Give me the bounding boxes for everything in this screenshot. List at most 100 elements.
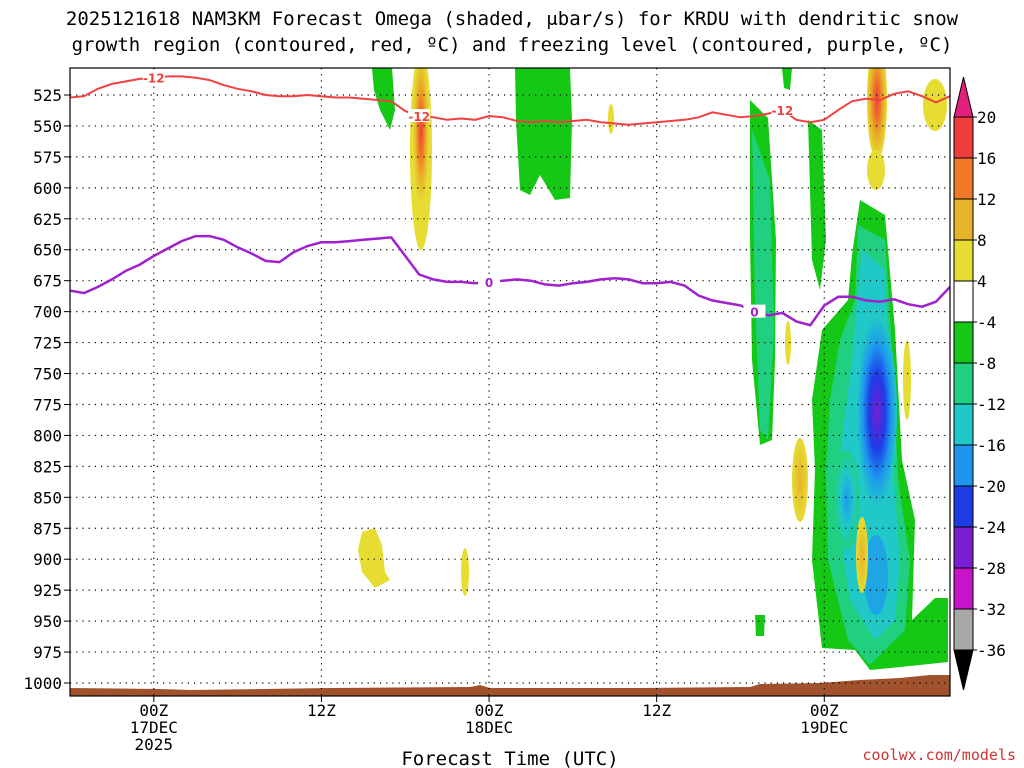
colorbar-segment <box>953 485 974 528</box>
x-axis-label: Forecast Time (UTC) <box>401 748 618 768</box>
x-tick-label: 2025 <box>135 735 174 754</box>
colorbar-segment <box>953 362 974 405</box>
colorbar-segment <box>953 608 974 651</box>
omega-region-green-d <box>782 68 792 90</box>
colorbar-label: -24 <box>977 518 1006 537</box>
y-tick-label: 850 <box>33 488 62 507</box>
y-tick-label: 750 <box>33 365 62 384</box>
colorbar-segment <box>953 239 974 282</box>
colorbar-label: 8 <box>977 231 987 250</box>
omega-warm-g <box>785 321 791 365</box>
x-tick-label: 17DEC <box>130 718 178 737</box>
y-tick-label: 600 <box>33 179 62 198</box>
dgz-contour-label-bg <box>408 109 431 123</box>
terrain <box>70 675 950 696</box>
x-tick-label: 19DEC <box>800 718 848 737</box>
fzl-contour-label-bg <box>478 274 501 288</box>
omega-core-south <box>864 535 888 615</box>
omega-region-green-e <box>808 120 826 290</box>
colorbar-segment <box>953 444 974 487</box>
y-tick-label: 725 <box>33 334 62 353</box>
y-tick-label: 700 <box>33 303 62 322</box>
y-tick-label: 900 <box>33 550 62 569</box>
y-tick-label: 975 <box>33 643 62 662</box>
omega-warm-i <box>856 517 868 593</box>
colorbar-label: -28 <box>977 559 1006 578</box>
colorbar-label: 4 <box>977 272 987 291</box>
omega-core-main <box>857 317 897 507</box>
colorbar-label: -16 <box>977 436 1006 455</box>
colorbar-label: -36 <box>977 641 1006 660</box>
colorbar-segment <box>953 157 974 200</box>
colorbar-label: -4 <box>977 313 996 332</box>
x-tick-label: 00Z <box>810 701 839 720</box>
colorbar-segment <box>953 526 974 569</box>
omega-warm-f <box>792 438 808 522</box>
omega-hot-a-core <box>413 68 429 205</box>
colorbar-segment <box>953 198 974 241</box>
dgz-contour-label-bg <box>142 70 165 84</box>
fzl-contour-label-bg <box>743 304 766 318</box>
y-tick-label: 575 <box>33 148 62 167</box>
omega-region-green-b <box>372 68 395 130</box>
dgz-contour-label: -12 <box>408 110 430 124</box>
colorbar: 20 16 12 8 4 -4 -8 -12 -16 -20 -24 -28 -32 -36 <box>953 76 1006 691</box>
y-tick-label: 950 <box>33 612 62 631</box>
omega-hot-b <box>867 68 887 160</box>
y-tick-label: 525 <box>33 86 62 105</box>
y-tick-label: 550 <box>33 117 62 136</box>
dgz-contour-label-bg <box>771 102 794 116</box>
y-tick-label: 825 <box>33 457 62 476</box>
x-tick-label: 00Z <box>475 701 504 720</box>
fzl-contour-label: 0 <box>485 276 493 290</box>
colorbar-label: 12 <box>977 190 996 209</box>
colorbar-top-arrow <box>953 76 974 118</box>
colorbar-segment <box>953 116 974 159</box>
y-tick-label: 925 <box>33 581 62 600</box>
dgz-contour-label: -12 <box>143 72 165 86</box>
colorbar-label: -32 <box>977 600 1006 619</box>
colorbar-label: 20 <box>977 108 996 127</box>
y-axis: 525 550 575 600 625 650 675 700 725 750 775 800 825 8… <box>23 86 70 693</box>
omega-warm-e <box>867 150 885 190</box>
plot-border <box>69 67 951 697</box>
y-tick-label: 625 <box>33 210 62 229</box>
dgz-contour-label: -12 <box>772 104 794 118</box>
fzl-contour-label: 0 <box>750 306 758 320</box>
colorbar-segment <box>953 567 974 610</box>
y-tick-label: 650 <box>33 241 62 260</box>
chart-title-line1: 2025121618 NAM3KM Forecast Omega (shaded… <box>66 8 959 30</box>
omega-region-teal-a <box>752 130 774 440</box>
omega-core-west <box>835 450 859 550</box>
omega-region-green-a <box>515 68 572 200</box>
omega-warm-c <box>923 79 947 131</box>
colorbar-label: -20 <box>977 477 1006 496</box>
colorbar-label: 16 <box>977 149 996 168</box>
dgz-contour-line <box>70 75 950 126</box>
y-tick-label: 875 <box>33 519 62 538</box>
freezing-level-contour-line <box>70 234 950 327</box>
colorbar-segment <box>953 403 974 446</box>
x-tick-label: 18DEC <box>465 718 513 737</box>
credit-text: coolwx.com/models <box>862 746 1016 764</box>
colorbar-bottom-arrow <box>953 649 974 691</box>
y-tick-label: 675 <box>33 272 62 291</box>
y-tick-label: 800 <box>33 426 62 445</box>
y-tick-label: 775 <box>33 395 62 414</box>
omega-warm-k <box>461 548 469 596</box>
colorbar-segment <box>953 321 974 364</box>
omega-warm-d <box>608 104 614 134</box>
colorbar-segment <box>953 280 974 323</box>
contour-labels: -12 -12 -12 0 0 <box>142 70 794 320</box>
x-tick-label: 00Z <box>139 701 168 720</box>
colorbar-label: -8 <box>977 354 996 373</box>
y-tick-label: 1000 <box>23 674 62 693</box>
omega-region-green-g <box>755 615 765 636</box>
colorbar-label: -12 <box>977 395 1006 414</box>
chart-title-line2: growth region (contoured, red, ºC) and f… <box>72 34 953 56</box>
omega-warm-h <box>903 340 911 420</box>
omega-warm-j <box>358 528 390 588</box>
x-tick-label: 12Z <box>307 701 336 720</box>
